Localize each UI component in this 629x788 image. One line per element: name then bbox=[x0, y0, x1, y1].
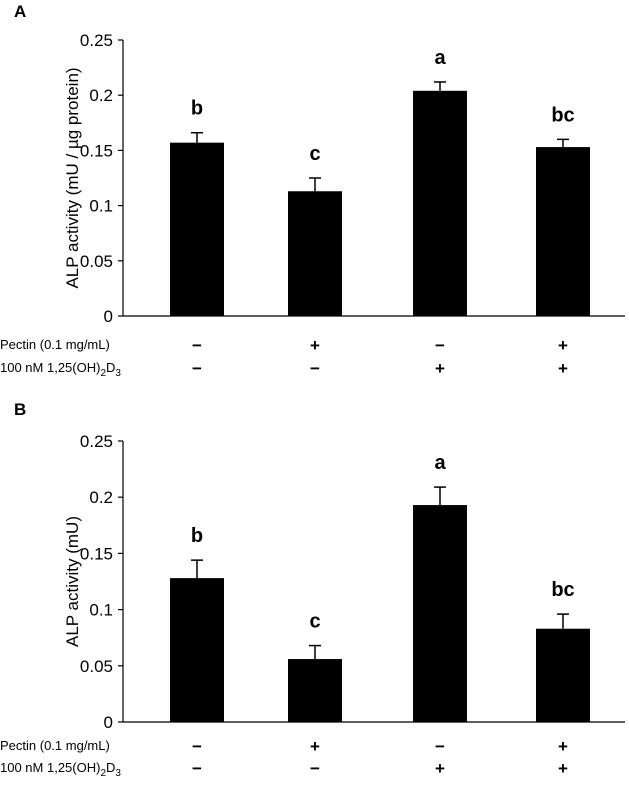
bar bbox=[413, 505, 467, 722]
bar bbox=[413, 90, 467, 316]
bar bbox=[170, 142, 224, 316]
bar bbox=[170, 578, 224, 722]
condition-subscript: 2 bbox=[100, 368, 106, 379]
minus-sign: − bbox=[310, 359, 320, 378]
plus-sign: + bbox=[310, 336, 320, 355]
y-tick-label: 0 bbox=[104, 307, 113, 326]
y-tick-label: 0.05 bbox=[80, 252, 113, 271]
y-axis-title: ALP activity (mU) bbox=[63, 516, 82, 647]
bar bbox=[536, 147, 590, 316]
plus-sign: + bbox=[558, 336, 568, 355]
plus-sign: + bbox=[435, 759, 445, 778]
y-tick-label: 0.05 bbox=[80, 657, 113, 676]
panel-label: A bbox=[14, 2, 26, 21]
y-tick-label: 0.1 bbox=[89, 197, 113, 216]
minus-sign: − bbox=[192, 759, 202, 778]
condition-label-text: D bbox=[106, 360, 115, 375]
bar bbox=[288, 659, 342, 722]
condition-label: Pectin (0.1 mg/mL) bbox=[0, 738, 110, 753]
minus-sign: − bbox=[310, 759, 320, 778]
condition-label-text: 100 nM 1,25(OH) bbox=[0, 360, 100, 375]
y-tick-label: 0.2 bbox=[89, 86, 113, 105]
significance-letter: c bbox=[309, 143, 320, 165]
y-tick-label: 0.2 bbox=[89, 488, 113, 507]
condition-label: Pectin (0.1 mg/mL) bbox=[0, 337, 110, 352]
y-tick-label: 0 bbox=[104, 713, 113, 732]
condition-subscript: 2 bbox=[100, 768, 106, 779]
y-tick-label: 0.25 bbox=[80, 31, 113, 50]
condition-label-text: 100 nM 1,25(OH) bbox=[0, 760, 100, 775]
significance-letter: b bbox=[191, 98, 203, 120]
significance-letter: bc bbox=[551, 104, 574, 126]
condition-label: 100 nM 1,25(OH)2D3 bbox=[0, 760, 121, 779]
plus-sign: + bbox=[435, 359, 445, 378]
plus-sign: + bbox=[558, 737, 568, 756]
y-tick-label: 0.1 bbox=[89, 601, 113, 620]
significance-letter: c bbox=[309, 611, 320, 633]
bar bbox=[536, 628, 590, 722]
condition-subscript: 3 bbox=[115, 368, 121, 379]
significance-letter: a bbox=[434, 47, 446, 69]
minus-sign: − bbox=[192, 737, 202, 756]
minus-sign: − bbox=[192, 336, 202, 355]
significance-letter: a bbox=[434, 452, 446, 474]
significance-letter: b bbox=[191, 525, 203, 547]
significance-letter: bc bbox=[551, 579, 574, 601]
y-axis-title: ALP activity (mU / µg protein) bbox=[63, 67, 82, 288]
minus-sign: − bbox=[435, 737, 445, 756]
condition-label: 100 nM 1,25(OH)2D3 bbox=[0, 360, 121, 379]
plus-sign: + bbox=[558, 359, 568, 378]
plus-sign: + bbox=[310, 737, 320, 756]
chart-panel-a: A 0 0.05 0.1 0.15 0.2 0.25 ALP activity (mU / µ… bbox=[0, 2, 625, 379]
condition-label-text: Pectin (0.1 mg/mL) bbox=[0, 337, 110, 352]
condition-label-text: D bbox=[106, 760, 115, 775]
minus-sign: − bbox=[192, 359, 202, 378]
panel-label: B bbox=[14, 400, 26, 419]
condition-subscript: 3 bbox=[115, 768, 121, 779]
y-tick-label: 0.15 bbox=[80, 544, 113, 563]
y-tick-label: 0.25 bbox=[80, 432, 113, 451]
bar bbox=[288, 191, 342, 316]
plus-sign: + bbox=[558, 759, 568, 778]
minus-sign: − bbox=[435, 336, 445, 355]
y-tick-label: 0.15 bbox=[80, 141, 113, 160]
condition-label-text: Pectin (0.1 mg/mL) bbox=[0, 738, 110, 753]
